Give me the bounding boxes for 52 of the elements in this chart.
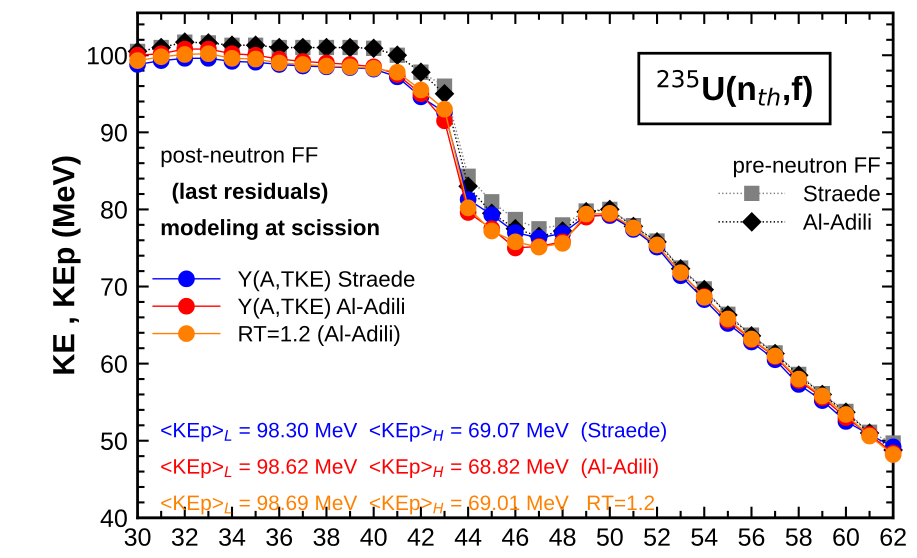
- point: [224, 50, 240, 67]
- x-tick-label: 30: [124, 528, 150, 546]
- x-tick-label: 46: [502, 528, 528, 546]
- point: [247, 50, 264, 68]
- x-tick-label: 34: [219, 528, 246, 546]
- legend-label: Y(A,TKE) Al-Adili: [238, 298, 404, 319]
- point: [412, 82, 430, 98]
- y-tick-label: 80: [101, 201, 127, 219]
- point: [129, 52, 146, 69]
- x-tick-label: 32: [172, 528, 198, 546]
- x-tick-label: 42: [408, 528, 434, 546]
- legend-title: pre-neutron FF: [734, 157, 880, 178]
- legend-label: Straede: [804, 185, 880, 202]
- legend-label: Al-Adili: [802, 214, 871, 230]
- x-tick-label: 48: [549, 528, 576, 546]
- annotation: (last residuals): [172, 182, 328, 204]
- x-tick-label: 60: [833, 528, 859, 546]
- x-tick-label: 56: [738, 528, 764, 546]
- x-tick-label: 38: [314, 528, 340, 546]
- annotation: modeling at scission: [162, 219, 379, 240]
- y-tick-label: 100: [88, 46, 127, 65]
- point: [388, 64, 406, 81]
- x-tick-label: 54: [691, 528, 718, 546]
- point: [200, 45, 217, 62]
- x-tick-label: 52: [644, 528, 670, 546]
- point: [838, 406, 854, 423]
- annotation: <KEp>$_{L}$ = 98.62 MeV <KEp>$_{H}$ = 68.82 MeV (Al-Adili): [161, 458, 658, 478]
- point: [460, 200, 476, 216]
- point: [483, 206, 500, 224]
- point: [436, 100, 453, 118]
- x-tick-label: 40: [360, 528, 387, 546]
- point: [507, 233, 524, 250]
- y-axis-title: KE , KEp (MeV): [52, 156, 81, 374]
- legend-label: Y(A,TKE) Straede: [238, 270, 414, 292]
- point: [152, 48, 170, 66]
- annotation: post-neutron FF: [162, 147, 318, 168]
- point: [434, 84, 454, 104]
- y-tick-label: 60: [101, 355, 127, 373]
- x-tick-label: 62: [880, 528, 906, 546]
- y-tick-label: 40: [100, 509, 127, 528]
- legend-label: RT=1.2 (Al-Adili): [239, 325, 400, 346]
- y-tick-label: 90: [101, 124, 127, 142]
- annotation: <KEp>$_{L}$ = 98.69 MeV <KEp>$_{H}$ = 69.01 MeV RT=1.2: [161, 495, 654, 514]
- x-tick-label: 36: [266, 528, 292, 546]
- point: [176, 46, 194, 63]
- x-tick-label: 58: [786, 528, 812, 546]
- y-tick-label: 50: [101, 432, 127, 450]
- annotation: <KEp>$_{L}$ = 98.30 MeV <KEp>$_{H}$ = 69.07 MeV (Straede): [161, 422, 666, 442]
- x-tick-label: 50: [596, 528, 623, 546]
- annotation: $^{235}$U(n$_{th}$,f): [658, 70, 812, 107]
- x-tick-label: 44: [454, 528, 482, 546]
- y-tick-label: 70: [101, 278, 127, 296]
